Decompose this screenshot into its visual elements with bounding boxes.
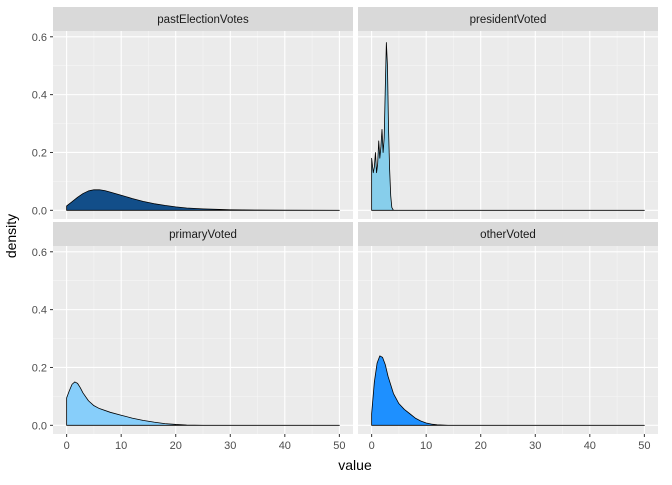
x-tick-label: 40 bbox=[279, 440, 291, 452]
facet-panel-presidentVoted: presidentVoted bbox=[358, 7, 658, 219]
x-tick-label: 10 bbox=[420, 440, 432, 452]
x-tick-label: 50 bbox=[333, 440, 345, 452]
y-tick-label: 0.2 bbox=[32, 147, 47, 159]
x-tick-label: 30 bbox=[224, 440, 236, 452]
x-tick-label: 0 bbox=[369, 440, 375, 452]
y-tick-label: 0.0 bbox=[32, 420, 47, 432]
y-tick-label: 0.4 bbox=[32, 90, 47, 102]
y-axis-label: density bbox=[3, 214, 19, 258]
facet-panel-primaryVoted: primaryVoted 0.0 0.2 0.4 0.6 0 10 20 30 40 50 bbox=[32, 222, 353, 452]
x-tick-label: 40 bbox=[584, 440, 596, 452]
facet-strip-label: primaryVoted bbox=[169, 229, 237, 241]
facet-strip-label: otherVoted bbox=[480, 229, 536, 241]
x-tick-label: 50 bbox=[638, 440, 650, 452]
y-tick-label: 0.4 bbox=[32, 305, 47, 317]
facet-panel-pastElectionVotes: pastElectionVotes 0.0 0.2 0.4 0.6 bbox=[32, 7, 353, 219]
facet-strip bbox=[53, 7, 353, 31]
facet-strip bbox=[358, 222, 658, 246]
x-tick-label: 20 bbox=[475, 440, 487, 452]
facet-strip-label: pastElectionVotes bbox=[157, 14, 249, 26]
x-tick-label: 30 bbox=[529, 440, 541, 452]
density-area-pastElectionVotes bbox=[66, 189, 340, 211]
facet-panels: pastElectionVotes 0.0 0.2 0.4 0.6 presidentVo… bbox=[32, 7, 658, 452]
facet-strip bbox=[53, 222, 353, 246]
facet-strip bbox=[358, 7, 658, 31]
density-area-primaryVoted bbox=[66, 381, 340, 426]
density-area-presidentVoted bbox=[371, 42, 645, 211]
y-tick-label: 0.6 bbox=[32, 247, 47, 259]
facet-strip-label: presidentVoted bbox=[470, 14, 547, 26]
y-tick-label: 0.0 bbox=[32, 205, 47, 217]
x-tick-label: 10 bbox=[115, 440, 127, 452]
facet-panel-otherVoted: otherVoted 0 10 20 30 40 50 bbox=[358, 222, 658, 452]
x-tick-label: 0 bbox=[64, 440, 70, 452]
x-axis-label: value bbox=[338, 457, 372, 473]
x-tick-label: 20 bbox=[170, 440, 182, 452]
y-tick-label: 0.2 bbox=[32, 362, 47, 374]
y-tick-label: 0.6 bbox=[32, 32, 47, 44]
density-area-otherVoted bbox=[371, 355, 645, 426]
